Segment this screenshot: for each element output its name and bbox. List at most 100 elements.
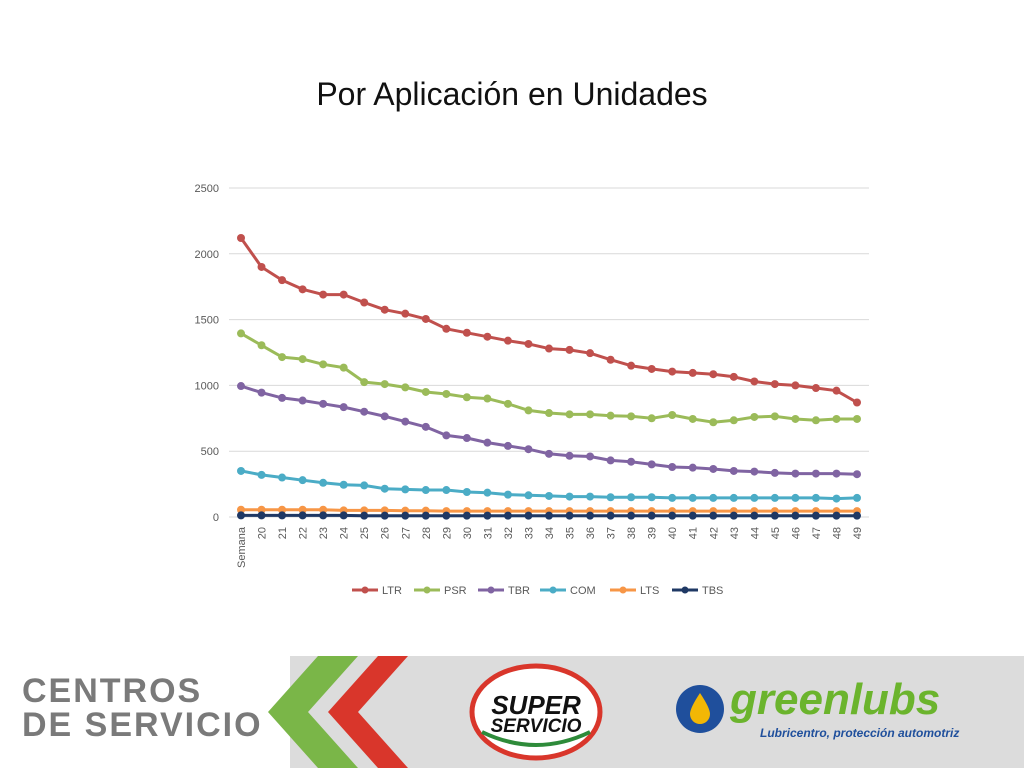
x-tick-label: 45	[770, 527, 782, 539]
x-tick-label: 21	[277, 527, 289, 539]
data-point-psr	[606, 411, 615, 420]
data-point-com	[360, 481, 369, 490]
data-point-com	[339, 480, 348, 489]
data-point-psr	[688, 414, 697, 423]
data-point-psr	[360, 378, 369, 387]
data-point-tbs	[442, 511, 451, 520]
data-point-ltr	[503, 336, 512, 345]
chevron-arrows-icon	[268, 656, 408, 768]
data-point-psr	[401, 383, 410, 392]
data-point-tbr	[750, 467, 759, 476]
data-point-ltr	[688, 368, 697, 377]
data-point-tbr	[853, 470, 861, 479]
data-point-psr	[421, 387, 430, 396]
data-point-psr	[380, 380, 389, 389]
data-point-ltr	[545, 344, 553, 353]
data-point-ltr	[339, 290, 348, 299]
data-point-tbs	[853, 511, 861, 520]
x-tick-label: 28	[421, 527, 433, 539]
data-point-com	[750, 493, 759, 502]
data-point-com	[298, 476, 307, 485]
data-point-com	[503, 490, 512, 499]
legend-marker	[549, 586, 557, 594]
data-point-tbr	[483, 438, 492, 447]
data-point-tbr	[586, 452, 595, 461]
data-point-tbr	[832, 469, 841, 478]
y-tick-label: 2500	[195, 183, 219, 195]
data-point-tbs	[421, 511, 430, 520]
data-point-tbr	[339, 403, 348, 412]
data-point-com	[791, 493, 800, 502]
data-point-tbs	[791, 511, 800, 520]
data-point-tbr	[278, 393, 287, 402]
data-point-tbs	[627, 511, 636, 520]
data-point-ltr	[627, 361, 636, 370]
data-point-tbr	[462, 434, 471, 443]
data-point-psr	[709, 418, 718, 427]
data-point-com	[606, 493, 615, 502]
data-point-com	[545, 491, 553, 500]
legend-marker	[361, 586, 369, 594]
x-tick-label: 30	[462, 527, 474, 539]
data-point-ltr	[853, 398, 861, 407]
data-point-com	[462, 487, 471, 496]
slide-title: Por Aplicación en Unidades	[316, 76, 708, 112]
data-point-tbs	[688, 511, 697, 520]
data-point-tbs	[278, 511, 287, 520]
x-tick-label: 43	[729, 527, 741, 539]
data-point-psr	[483, 394, 492, 403]
data-point-tbr	[401, 417, 410, 426]
data-point-psr	[750, 412, 759, 421]
data-point-com	[811, 493, 820, 502]
data-point-psr	[257, 341, 266, 350]
y-tick-label: 0	[213, 512, 219, 524]
data-point-com	[421, 486, 430, 495]
greenlubs-wordmark: greenlubs	[730, 675, 941, 724]
data-point-tbs	[462, 511, 471, 520]
data-point-lts	[278, 505, 287, 514]
series-line-ltr	[239, 237, 858, 404]
data-point-tbs	[668, 511, 677, 520]
x-tick-label: 20	[257, 527, 269, 539]
oil-drop-icon	[676, 685, 724, 733]
x-tick-label: 49	[852, 527, 864, 539]
data-point-ltr	[278, 276, 287, 285]
data-point-ltr	[668, 367, 677, 376]
x-tick-label: 37	[606, 527, 618, 539]
data-point-ltr	[709, 370, 718, 379]
data-point-tbs	[770, 511, 779, 520]
data-point-psr	[729, 416, 738, 425]
super-servicio-logo: SUPER SERVICIO	[468, 662, 604, 762]
legend-marker	[681, 586, 689, 594]
footer-banner: CENTROS DE SERVICIO SUPER SERVICIO green…	[0, 656, 1024, 768]
data-point-ltr	[257, 262, 266, 271]
data-point-psr	[811, 416, 820, 425]
legend-label: LTR	[382, 585, 402, 597]
x-tick-label: 42	[708, 527, 720, 539]
y-tick-label: 500	[201, 446, 219, 458]
data-point-tbr	[627, 457, 636, 466]
data-point-tbr	[503, 441, 512, 450]
data-point-tbr	[791, 469, 800, 478]
legend-marker	[619, 586, 627, 594]
brand-line-2: DE SERVICIO	[22, 706, 263, 744]
data-point-tbr	[380, 412, 389, 421]
data-point-com	[257, 470, 266, 479]
data-point-lts	[257, 505, 266, 514]
data-point-psr	[586, 410, 595, 419]
data-point-ltr	[586, 349, 595, 358]
data-point-ltr	[319, 290, 328, 299]
data-point-com	[237, 466, 245, 475]
data-point-com	[853, 493, 861, 502]
data-point-tbs	[524, 511, 533, 520]
series-line-tbr	[240, 384, 858, 476]
data-point-tbs	[319, 511, 328, 520]
data-point-psr	[627, 412, 636, 421]
x-tick-label: 39	[647, 527, 659, 539]
data-point-com	[565, 492, 574, 501]
x-tick-label: 22	[298, 527, 310, 539]
data-point-tbr	[688, 463, 697, 472]
data-point-ltr	[380, 305, 389, 314]
data-point-ltr	[750, 377, 759, 386]
legend-marker	[487, 586, 495, 594]
